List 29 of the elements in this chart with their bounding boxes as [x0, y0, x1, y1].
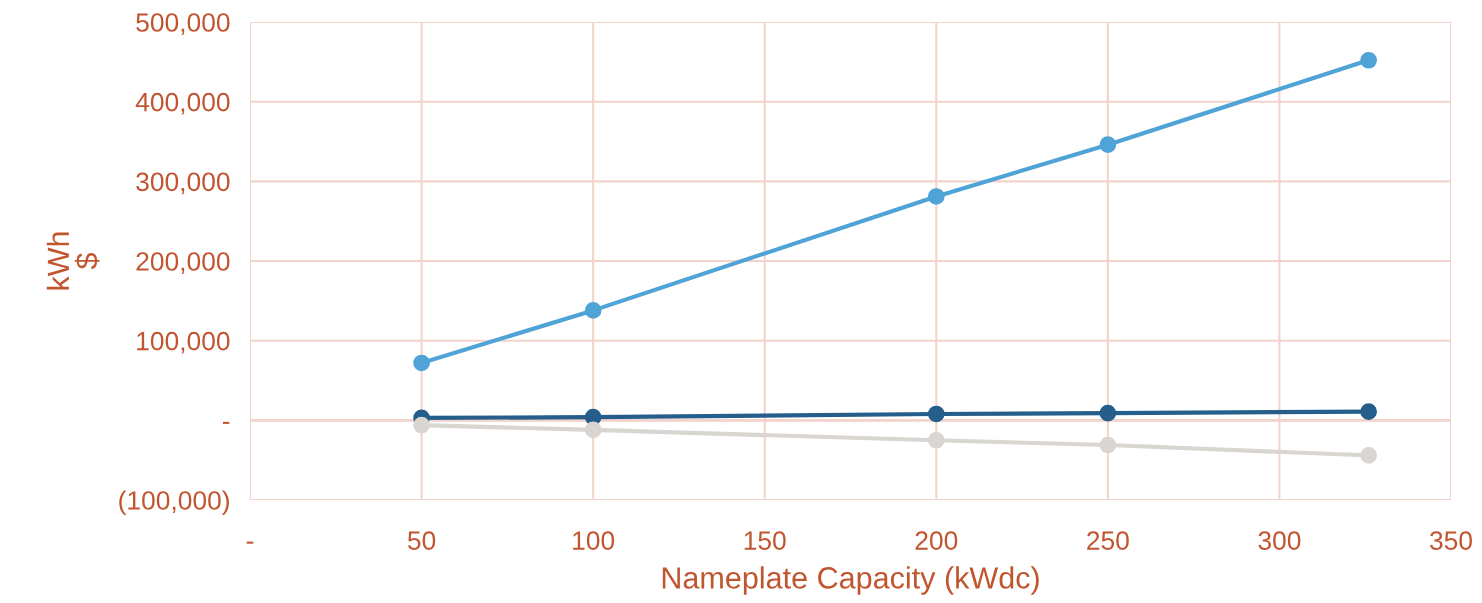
y-tick-label: 400,000 [135, 92, 230, 115]
point [584, 421, 602, 439]
y-tick-label: 100,000 [137, 331, 230, 354]
y-tick-label: (100,000) [119, 490, 229, 516]
x-tick-label: 100 [573, 531, 615, 550]
x-tick-label: 150 [744, 531, 786, 550]
point [413, 354, 430, 372]
point [927, 188, 945, 205]
point [1360, 51, 1377, 69]
x-axis-title: Nameplate Capacity (kWdc) [662, 566, 1039, 595]
y-tick-label: 500,000 [136, 13, 230, 35]
point [1099, 436, 1117, 454]
x-tick-label: 250 [1087, 531, 1129, 550]
point [1099, 136, 1117, 154]
x-tick-label: 350 [1429, 531, 1472, 550]
point [927, 405, 945, 423]
y-axis-title: kWh $ [46, 232, 100, 290]
y-tick-label: - [222, 421, 230, 424]
point [927, 431, 945, 449]
point [1360, 403, 1377, 420]
y-tick-label: 300,000 [136, 172, 230, 195]
y-tick-label: 200,000 [136, 252, 230, 274]
x-tick-label: 50 [407, 531, 436, 550]
point [1099, 404, 1117, 422]
point [1360, 447, 1377, 464]
x-tick-label: 200 [915, 531, 958, 550]
x-tick-label: 300 [1258, 531, 1301, 550]
point [413, 416, 430, 434]
point [584, 302, 602, 319]
